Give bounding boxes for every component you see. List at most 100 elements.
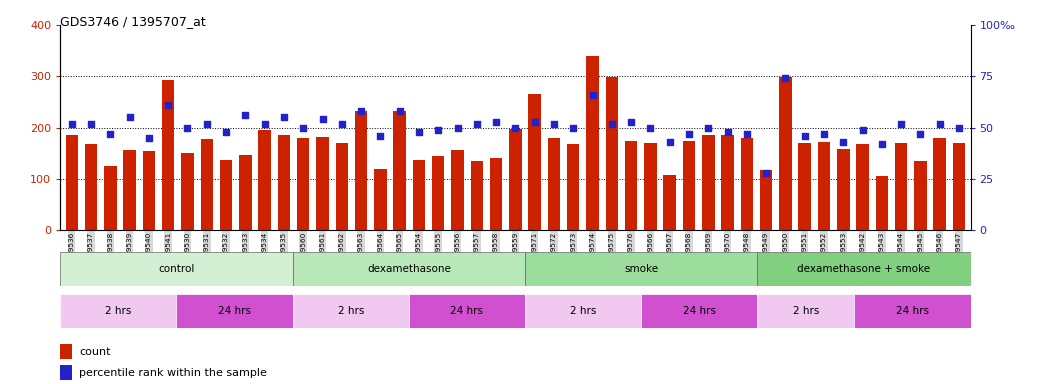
Point — [700, 124, 716, 131]
Bar — [895, 143, 907, 230]
Bar — [65, 136, 78, 230]
Point — [758, 170, 774, 176]
Point — [198, 121, 215, 127]
Point — [796, 133, 813, 139]
Point — [777, 75, 794, 81]
Point — [565, 124, 581, 131]
Point — [931, 121, 948, 127]
Bar — [567, 144, 579, 230]
Point — [893, 121, 909, 127]
Point — [430, 127, 446, 133]
Point — [83, 121, 100, 127]
Bar — [875, 177, 889, 230]
Point — [816, 131, 832, 137]
Bar — [124, 150, 136, 230]
Point — [468, 121, 485, 127]
Bar — [914, 161, 927, 230]
Bar — [780, 77, 792, 230]
Bar — [355, 111, 367, 230]
Bar — [641, 294, 758, 328]
Bar — [702, 136, 714, 230]
Bar — [220, 160, 233, 230]
Bar — [258, 130, 271, 230]
Point — [546, 121, 563, 127]
Bar — [293, 294, 409, 328]
Point — [854, 127, 871, 133]
Bar — [162, 80, 174, 230]
Bar — [85, 144, 98, 230]
Bar — [176, 294, 293, 328]
Bar — [818, 142, 830, 230]
Text: dexamethasone + smoke: dexamethasone + smoke — [797, 264, 930, 274]
Bar — [760, 170, 772, 230]
Point — [237, 112, 253, 118]
Point — [333, 121, 350, 127]
Text: GDS3746 / 1395707_at: GDS3746 / 1395707_at — [60, 15, 206, 28]
Bar — [104, 166, 116, 230]
Bar — [525, 252, 758, 286]
Text: 2 hrs: 2 hrs — [793, 306, 819, 316]
Bar — [60, 344, 72, 359]
Bar — [452, 150, 464, 230]
Text: 2 hrs: 2 hrs — [337, 306, 364, 316]
Bar — [548, 138, 561, 230]
Point — [63, 121, 80, 127]
Point — [874, 141, 891, 147]
Text: count: count — [79, 347, 110, 357]
Point — [835, 139, 851, 145]
Bar — [374, 169, 386, 230]
Point — [719, 129, 736, 135]
Bar — [721, 136, 734, 230]
Bar — [625, 141, 637, 230]
Bar — [239, 155, 251, 230]
Point — [218, 129, 235, 135]
Bar — [200, 139, 213, 230]
Point — [681, 131, 698, 137]
Point — [643, 124, 659, 131]
Point — [353, 108, 370, 114]
Point — [661, 139, 678, 145]
Point — [488, 118, 504, 124]
Bar — [277, 136, 291, 230]
Text: 2 hrs: 2 hrs — [105, 306, 132, 316]
Bar — [663, 175, 676, 230]
Point — [276, 114, 293, 121]
Point — [738, 131, 755, 137]
Bar — [854, 294, 971, 328]
Bar — [798, 143, 811, 230]
Bar — [933, 138, 946, 230]
Text: dexamethasone: dexamethasone — [366, 264, 450, 274]
Bar — [432, 156, 444, 230]
Text: 24 hrs: 24 hrs — [450, 306, 484, 316]
Point — [372, 133, 388, 139]
Bar — [586, 56, 599, 230]
Point — [160, 102, 176, 108]
Bar — [953, 143, 965, 230]
Point — [411, 129, 428, 135]
Bar — [758, 252, 971, 286]
Point — [140, 135, 157, 141]
Point — [912, 131, 929, 137]
Point — [391, 108, 408, 114]
Bar — [409, 294, 525, 328]
Text: percentile rank within the sample: percentile rank within the sample — [79, 368, 267, 378]
Point — [180, 124, 196, 131]
Text: 24 hrs: 24 hrs — [218, 306, 251, 316]
Point — [315, 116, 331, 122]
Point — [121, 114, 138, 121]
Point — [951, 124, 967, 131]
Bar — [142, 151, 156, 230]
Bar — [297, 138, 309, 230]
Text: 2 hrs: 2 hrs — [570, 306, 597, 316]
Bar — [528, 94, 541, 230]
Bar — [60, 365, 72, 380]
Bar — [525, 294, 641, 328]
Bar — [182, 153, 194, 230]
Bar — [470, 161, 483, 230]
Text: control: control — [158, 264, 194, 274]
Bar — [837, 149, 849, 230]
Point — [584, 92, 601, 98]
Bar — [856, 144, 869, 230]
Bar — [293, 252, 525, 286]
Bar — [60, 294, 176, 328]
